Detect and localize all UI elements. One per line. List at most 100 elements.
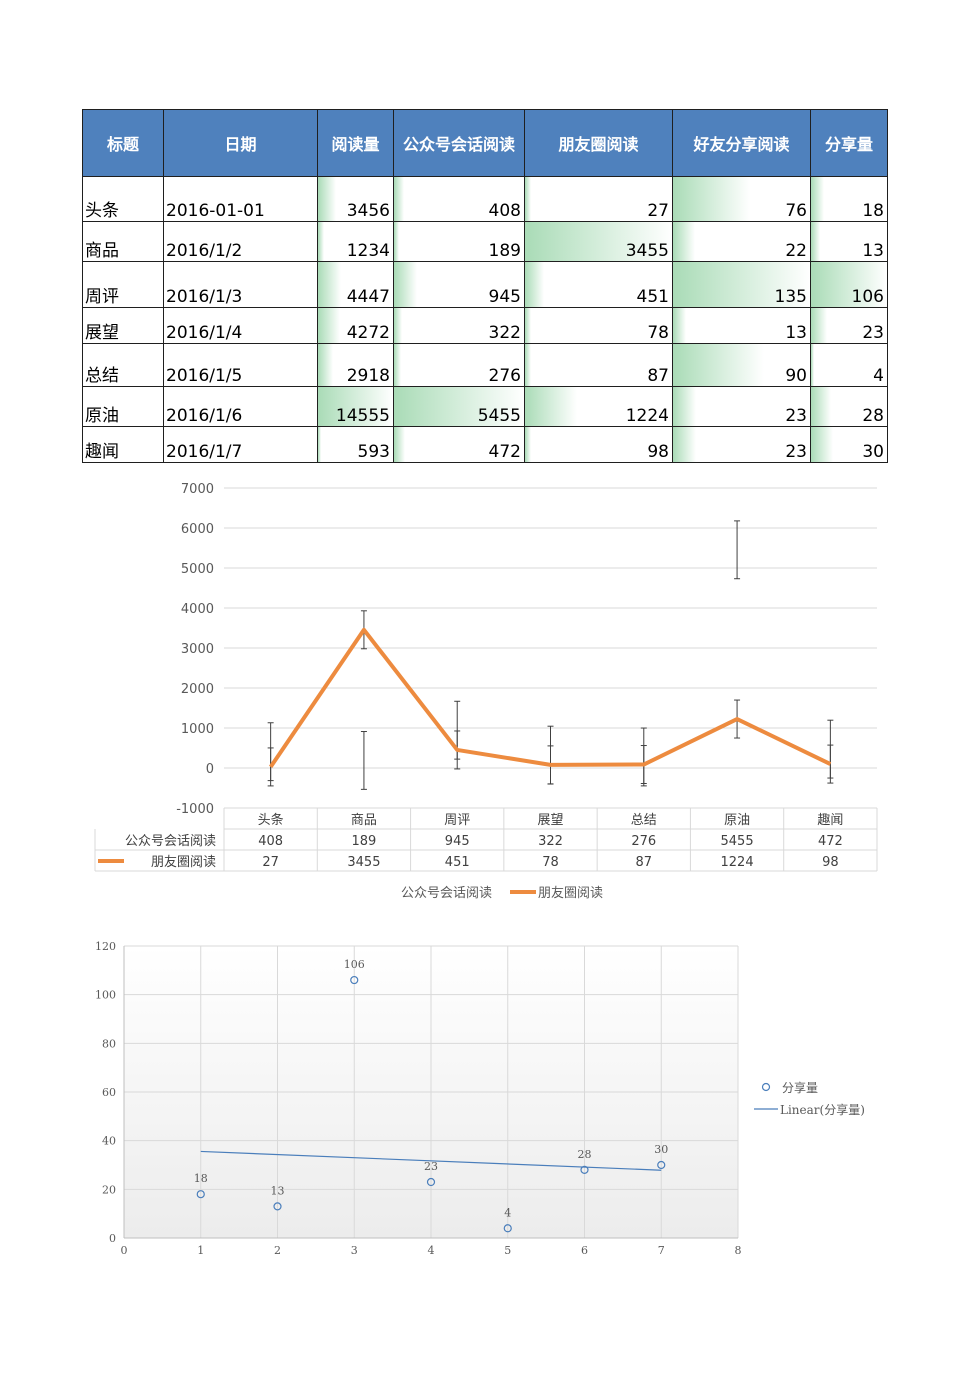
cell-moments-reads[interactable]: 451 [524, 261, 673, 308]
cell-value: 98 [647, 442, 669, 462]
linear-trendline[interactable] [200, 1150, 662, 1171]
cell-friend-share-reads[interactable]: 22 [672, 221, 811, 262]
data-bar [673, 177, 751, 221]
scatter-point[interactable] [350, 975, 359, 985]
cell-account-reads[interactable]: 5455 [393, 386, 525, 427]
data-bar [525, 177, 531, 221]
x-category-label: 展望 [537, 812, 563, 828]
scatter-point[interactable] [580, 1165, 589, 1174]
cell-friend-share-reads[interactable]: 90 [672, 343, 811, 387]
line-chart-y-axis: -1000 0 1000 2000 3000 4000 5000 6000 7000 [176, 482, 214, 817]
cell-title[interactable]: 总结 [82, 343, 164, 387]
header-friend-share-reads[interactable]: 好友分享阅读 [672, 109, 811, 177]
cell-account-reads[interactable]: 276 [393, 343, 525, 387]
scatter-point[interactable] [426, 1177, 436, 1187]
cell-shares[interactable]: 28 [810, 386, 888, 427]
header-reads[interactable]: 阅读量 [317, 109, 394, 177]
cell-title[interactable]: 周评 [82, 261, 164, 308]
data-bar [394, 387, 524, 426]
cell-account-reads[interactable]: 408 [393, 176, 525, 222]
scatter-point[interactable] [273, 1202, 282, 1211]
cell-friend-share-reads[interactable]: 135 [672, 261, 811, 308]
cell-moments-reads[interactable]: 78 [524, 307, 673, 344]
cell-friend-share-reads[interactable]: 13 [672, 307, 811, 344]
y-tick-label: 4000 [181, 602, 214, 617]
legend-label: Linear(分享量) [780, 1102, 865, 1117]
cell-date[interactable]: 2016/1/7 [163, 426, 318, 463]
cell-reads[interactable]: 2918 [317, 343, 394, 387]
cell-friend-share-reads[interactable]: 76 [672, 176, 811, 222]
scatter-point[interactable] [503, 1224, 512, 1233]
cell-moments-reads[interactable]: 1224 [524, 386, 673, 427]
cell-reads[interactable]: 593 [317, 426, 394, 463]
cell-account-reads[interactable]: 189 [393, 221, 525, 262]
header-account-reads[interactable]: 公众号会话阅读 [393, 109, 525, 177]
data-table-value: 98 [822, 855, 839, 870]
cell-reads[interactable]: 3456 [317, 176, 394, 222]
cell-value: 趣闻 [85, 442, 119, 462]
data-bar [525, 262, 545, 307]
header-date[interactable]: 日期 [163, 109, 318, 177]
cell-reads[interactable]: 4447 [317, 261, 394, 308]
cell-friend-share-reads[interactable]: 23 [672, 426, 811, 463]
cell-reads[interactable]: 4272 [317, 307, 394, 344]
cell-title[interactable]: 趣闻 [82, 426, 164, 463]
data-bar [673, 308, 687, 343]
cell-title[interactable]: 展望 [82, 307, 164, 344]
cell-date[interactable]: 2016/1/2 [163, 221, 318, 262]
cell-date[interactable]: 2016-01-01 [163, 176, 318, 222]
data-table-value: 451 [445, 855, 470, 870]
cell-value: 23 [862, 323, 884, 343]
cell-shares[interactable]: 30 [810, 426, 888, 463]
cell-date[interactable]: 2016/1/3 [163, 261, 318, 308]
cell-date[interactable]: 2016/1/4 [163, 307, 318, 344]
cell-shares[interactable]: 23 [810, 307, 888, 344]
cell-value: 3455 [625, 241, 669, 261]
cell-account-reads[interactable]: 322 [393, 307, 525, 344]
cell-friend-share-reads[interactable]: 23 [672, 386, 811, 427]
cell-date[interactable]: 2016/1/5 [163, 343, 318, 387]
series-line-moments-reads[interactable] [268, 627, 832, 769]
header-shares[interactable]: 分享量 [810, 109, 888, 177]
cell-shares[interactable]: 106 [810, 261, 888, 308]
cell-title[interactable]: 原油 [82, 386, 164, 427]
scatter-point[interactable] [196, 1190, 205, 1199]
data-bar [673, 387, 697, 426]
data-bar [811, 427, 833, 462]
data-label: 13 [271, 1184, 285, 1197]
cell-value: 87 [647, 366, 669, 386]
cell-date[interactable]: 2016/1/6 [163, 386, 318, 427]
x-tick-label: 1 [197, 1244, 204, 1257]
cell-account-reads[interactable]: 945 [393, 261, 525, 308]
data-label: 28 [578, 1148, 592, 1161]
cell-reads[interactable]: 1234 [317, 221, 394, 262]
cell-shares[interactable]: 18 [810, 176, 888, 222]
scatter-gridlines [123, 945, 739, 1239]
cell-value: 23 [785, 406, 807, 426]
cell-moments-reads[interactable]: 98 [524, 426, 673, 463]
data-label: 106 [344, 958, 365, 971]
cell-shares[interactable]: 13 [810, 221, 888, 262]
cell-account-reads[interactable]: 472 [393, 426, 525, 463]
cell-moments-reads[interactable]: 87 [524, 343, 673, 387]
x-category-label: 商品 [351, 813, 377, 828]
y-tick-label: 5000 [181, 562, 214, 577]
cell-reads[interactable]: 14555 [317, 386, 394, 427]
cell-moments-reads[interactable]: 27 [524, 176, 673, 222]
data-bar [525, 222, 672, 261]
cell-shares[interactable]: 4 [810, 343, 888, 387]
data-table-value: 87 [636, 855, 653, 870]
cell-moments-reads[interactable]: 3455 [524, 221, 673, 262]
line-chart-series [268, 627, 832, 769]
x-tick-label: 8 [735, 1244, 742, 1257]
cell-value: 30 [862, 442, 884, 462]
cell-title[interactable]: 头条 [82, 176, 164, 222]
header-title[interactable]: 标题 [82, 109, 164, 177]
data-bar [318, 177, 336, 221]
cell-value: 13 [862, 241, 884, 261]
scatter-point[interactable] [657, 1160, 666, 1170]
header-moments-reads[interactable]: 朋友圈阅读 [524, 109, 673, 177]
cell-title[interactable]: 商品 [82, 221, 164, 262]
data-bar [811, 222, 821, 261]
